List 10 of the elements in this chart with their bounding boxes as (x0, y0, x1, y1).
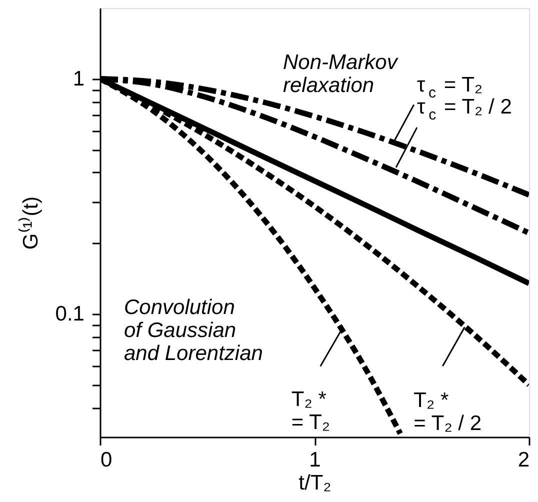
x-tick-label: 2 (518, 448, 530, 472)
y-axis-title: G⁽¹⁾(t) (17, 196, 42, 250)
annotation: Non-Markov relaxation (283, 51, 399, 97)
x-axis-title: t/T₂ (298, 472, 332, 494)
annotation: T₂ * = T₂ / 2 (414, 389, 482, 436)
annotation: Convolution of Gaussian and Lorentzian (124, 296, 263, 365)
y-tick-label: 0.1 (55, 302, 84, 326)
x-tick-label: 1 (309, 448, 321, 472)
annotation: T₂ * = T₂ (291, 388, 330, 434)
x-tick-label: 0 (100, 448, 112, 472)
